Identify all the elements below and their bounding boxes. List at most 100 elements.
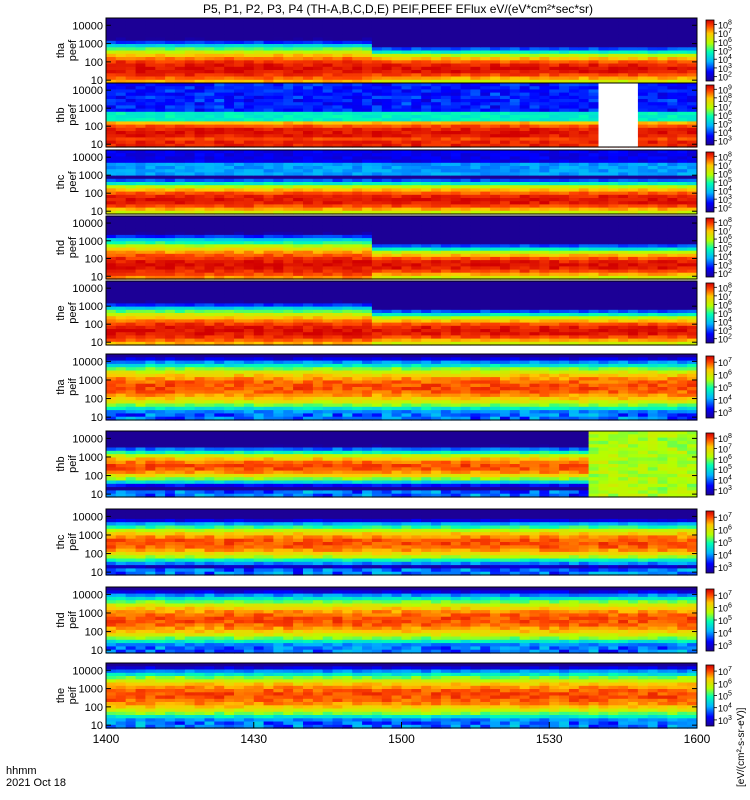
colorbar-tick-label: 105 [718,308,732,319]
y-tick-label: 1000 [79,39,103,51]
colorbar-tick-label: 104 [718,627,732,638]
colorbar-tick-label: 102 [718,268,732,279]
panel-thc_peef: 10 100 1000 10000 thcpeef 1021031041051061071… [55,149,732,218]
y-tick-label: 1000 [79,170,103,182]
colorbar-tick-label: 105 [718,382,732,393]
panel-thd_peef: 10 100 1000 10000 thdpeef 1021031041051061071… [55,215,732,283]
colorbar-tick-label: 107 [718,666,732,677]
y-tick-label: 100 [85,188,103,200]
colorbar-tick-label: 102 [718,334,732,345]
panel-frame [105,508,698,576]
colorbar-tick-label: 107 [718,226,732,237]
y-tick-label: 10 [91,139,103,151]
panel-frame [105,280,698,346]
colorbar-tick-label: 103 [718,63,732,74]
colorbar-tick-label: 105 [718,46,732,57]
colorbar-tick-label: 106 [718,37,732,48]
y-tick-label: 10 [91,337,103,349]
y-tick-label: 100 [85,394,103,406]
y-tick-label: 1000 [79,236,103,248]
y-tick-label: 10 [91,75,103,87]
colorbar-tick-label: 103 [718,407,732,418]
colorbar-tick-label: 108 [718,19,732,30]
colorbar-tick-label: 109 [718,84,732,95]
panel-tha_peef: 10 100 1000 10000 thapeef 1021031041051061071… [55,17,732,87]
y-tick-label: 10000 [72,218,103,230]
colorbar-tick-label: 106 [718,234,732,245]
colorbar-tick-label: 104 [718,703,732,714]
colorbar-tick-label: 105 [718,243,732,254]
colorbar-tick-label: 105 [718,537,732,548]
colorbar-tick-label: 103 [718,562,732,573]
colorbar-tick-label: 105 [718,119,732,130]
x-tick-label: 1400 [93,732,120,746]
panel-label: thcpeef [55,170,79,192]
y-tick-label: 1000 [79,608,103,620]
colorbar-tick-label: 103 [718,259,732,270]
colorbar-tick-label: 107 [718,28,732,39]
y-tick-label: 100 [85,702,103,714]
colorbar-tick-label: 107 [718,160,732,171]
colorbar-tick-label: 108 [718,93,732,104]
colorbar-tick-label: 104 [718,127,732,138]
y-tick-label: 10 [91,206,103,218]
colorbar-tick-label: 107 [718,590,732,601]
x-tick-label: 1530 [536,732,563,746]
y-tick-label: 10 [91,489,103,501]
panel-label: thapeef [55,39,79,61]
colorbar [705,19,715,82]
colorbar-tick-label: 108 [718,217,732,228]
y-tick-label: 10000 [72,283,103,295]
y-tick-label: 100 [85,121,103,133]
colorbar-units-label: [eV/(cm²-s-sr-eV)] [736,707,747,787]
panel-frame [105,430,698,498]
y-tick-label: 10 [91,645,103,657]
colorbar-tick-label: 104 [718,54,732,65]
colorbar-tick-label: 106 [718,299,732,310]
y-tick-label: 1000 [79,301,103,313]
colorbar-tick-label: 104 [718,475,732,486]
colorbar-tick-label: 106 [718,525,732,536]
colorbar-tick-label: 107 [718,357,732,368]
y-tick-label: 10000 [72,589,103,601]
y-tick-label: 100 [85,254,103,266]
colorbar-tick-label: 106 [718,110,732,121]
panel-frame [105,353,698,421]
data-gap [598,83,638,147]
colorbar-tick-label: 102 [718,203,732,214]
y-tick-label: 100 [85,471,103,483]
panel-thb_peef: 10 100 1000 10000 thbpeef 1031041051061071081… [55,82,732,151]
y-tick-label: 1000 [79,103,103,115]
x-axis: 1400 1430 1500 1530 1600 [93,722,711,746]
panel-frame [105,149,698,215]
y-tick-label: 100 [85,627,103,639]
colorbar-tick-label: 103 [718,325,732,336]
y-tick-label: 10 [91,720,103,732]
y-tick-label: 1000 [79,684,103,696]
colorbar [705,282,715,344]
y-tick-label: 10 [91,412,103,424]
colorbar-tick-label: 108 [718,433,732,444]
colorbar-tick-label: 105 [718,691,732,702]
panel-label: thapeif [55,377,79,396]
panel-label: thepeif [55,686,79,705]
y-tick-label: 10000 [72,511,103,523]
colorbar-tick-label: 108 [718,282,732,293]
y-tick-label: 10000 [72,665,103,677]
colorbar-tick-label: 107 [718,444,732,455]
panel-the_peef: 10 100 1000 10000 thepeef 1021031041051061071… [55,280,732,349]
y-tick-label: 1000 [79,375,103,387]
panel-label: thbpeif [55,454,79,473]
x-tick-label: 1430 [240,732,267,746]
y-tick-label: 10 [91,271,103,283]
y-tick-label: 100 [85,57,103,69]
y-tick-label: 10000 [72,152,103,164]
colorbar-tick-label: 104 [718,549,732,560]
x-axis-label-hhmm: hhmm [6,765,37,777]
colorbar-tick-label: 102 [718,72,732,83]
